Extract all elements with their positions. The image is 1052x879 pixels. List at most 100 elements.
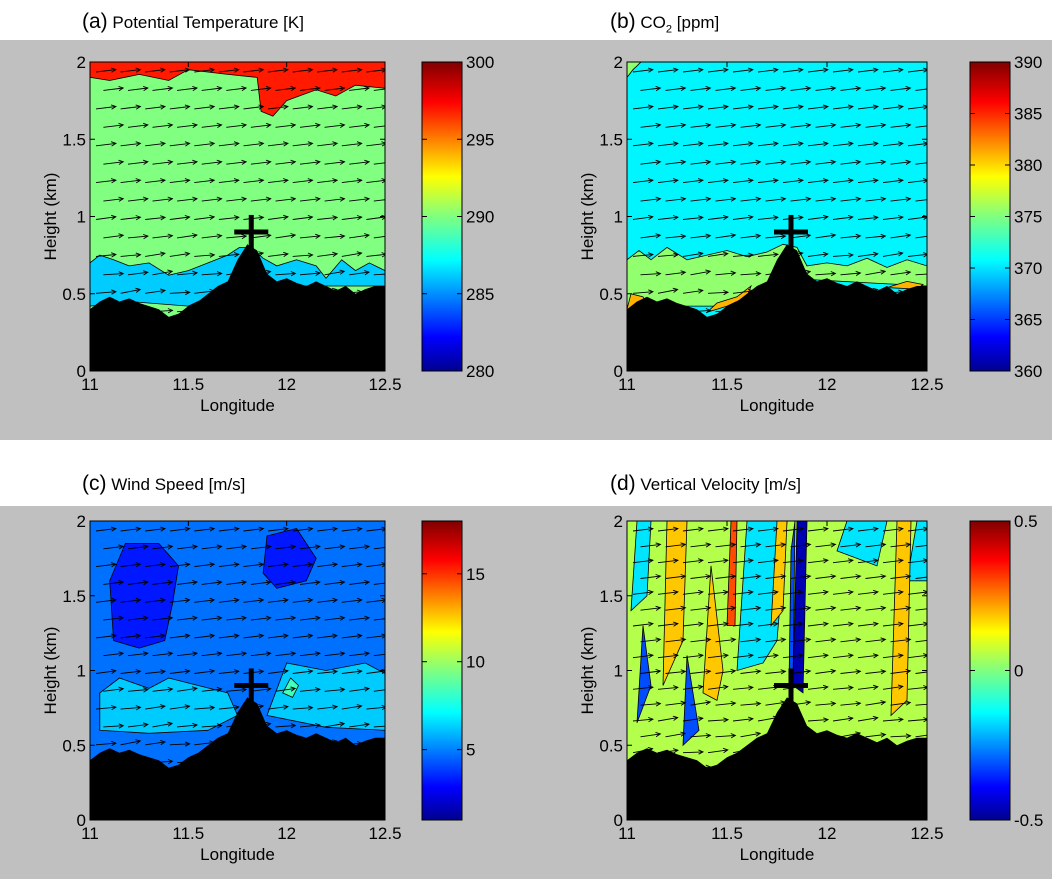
wind-arrow [145,670,166,674]
wind-arrow [907,654,927,659]
wind-arrow-head [290,615,297,621]
wind-arrow [292,707,313,710]
wind-arrow [640,733,661,738]
wind-arrow-head [855,159,862,165]
wind-arrow [95,742,116,746]
wind-arrow [243,69,264,73]
wind-arrow [349,545,370,550]
wind-arrow [890,607,911,611]
wind-arrow [715,198,736,202]
wind-arrow-head [118,271,125,277]
wind-arrow [807,719,829,722]
wind-arrow [103,581,124,585]
wind-arrow [857,528,878,532]
wind-arrow [317,706,338,710]
wind-arrow [840,543,861,548]
wind-arrow-head [822,653,829,659]
wind-arrow [373,88,385,91]
wind-arrow [690,198,711,202]
wind-arrow-head [160,704,166,710]
wind-arrow [152,722,173,728]
wind-arrow [682,216,703,220]
wind-arrow [373,689,385,692]
wind-arrow [324,161,345,165]
wind-arrow [324,87,345,91]
wind-arrow-head [241,122,248,128]
wind-arrow [275,617,296,621]
wind-arrow [299,87,320,91]
wind-arrow [865,638,886,643]
wind-arrow [690,87,711,91]
wind-arrow-head [389,616,394,620]
wind-arrow [915,576,927,579]
wind-arrow [317,528,338,532]
wind-arrow-head [697,251,704,257]
wind-arrow-head [216,651,223,657]
wind-arrow-head [755,85,762,92]
wind-arrow-head [655,196,662,202]
wind-arrow-head [315,544,321,550]
wind-arrow-head [672,67,679,73]
panel-c-x-tick-label: 11 [81,824,99,843]
wind-arrow [832,142,853,147]
wind-arrow-head [283,526,289,532]
wind-arrow-head [339,269,346,275]
panel-d-contour-region [682,655,700,747]
wind-arrow [832,69,853,73]
wind-arrow [275,652,296,657]
wind-arrow-head [233,704,240,711]
wind-arrow [103,161,124,165]
wind-arrow-head [648,685,654,691]
wind-arrow [194,69,215,73]
wind-arrow-head [905,637,912,643]
wind-arrow [268,106,288,110]
wind-arrow-head [680,574,687,580]
wind-arrow-head [356,67,363,73]
wind-arrow [765,161,786,165]
wind-arrow-head [798,215,804,221]
wind-arrow [145,179,166,184]
wind-arrow [865,575,886,579]
wind-arrow [145,289,166,294]
wind-arrow-head [315,159,321,165]
panel-b-colorbar-tick-label: 380 [1014,156,1042,175]
wind-arrow [807,106,828,110]
wind-arrow-head [307,668,314,675]
wind-arrow [292,670,313,674]
panel-a-y-tick-label: 0 [77,362,86,381]
wind-arrow-head [680,731,687,737]
wind-arrow-head [722,214,729,221]
wind-arrow [268,142,288,147]
wind-arrow [201,688,222,692]
wind-arrow-head [167,651,174,657]
wind-arrow [194,142,215,147]
wind-arrow [782,623,803,627]
wind-arrow-head [283,141,289,147]
wind-arrow [243,142,264,147]
wind-arrow-head [772,526,779,532]
wind-arrow [226,617,247,621]
wind-arrow [857,106,878,110]
wind-arrow-head [747,526,754,532]
wind-arrow [177,87,198,91]
wind-arrow [757,559,778,564]
wind-arrow-head [822,67,829,73]
wind-arrow [707,69,728,73]
wind-arrow-head [192,270,199,276]
wind-arrow [103,273,124,276]
wind-arrow [882,106,903,110]
wind-arrow [665,638,686,643]
wind-arrow-head [730,122,737,128]
wind-arrow [95,291,116,294]
panel-b-colorbar-tick-label: 370 [1014,259,1042,278]
panel-b-y-tick-label: 1 [614,208,623,227]
wind-arrow-head [722,141,729,147]
wind-arrow [865,543,886,548]
wind-arrow-head [364,686,371,692]
wind-arrow-head [160,104,167,110]
wind-arrow [103,198,124,202]
wind-arrow-head [233,597,240,603]
wind-arrow-head [780,542,787,548]
wind-arrow-head [922,589,927,595]
wind-arrow-head [332,104,339,110]
